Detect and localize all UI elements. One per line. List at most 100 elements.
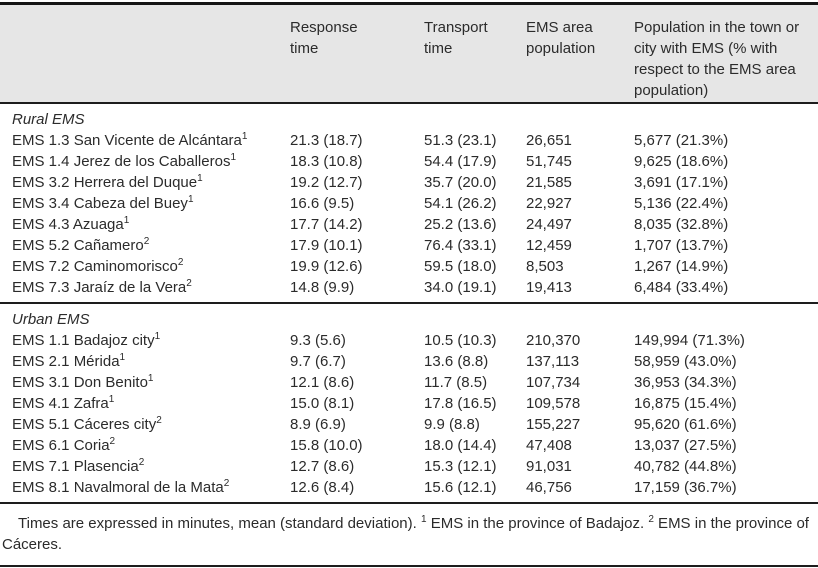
table-section: Rural EMS EMS 1.3 San Vicente de Alcántar… (0, 104, 818, 302)
town-population-cell: 8,035 (32.8%) (634, 216, 729, 233)
ems-name-cell: EMS 7.3 Jaraíz de la Vera2 (0, 277, 290, 298)
footnote-marker: 1 (123, 215, 130, 226)
footnote-main-text: Times are expressed in minutes, mean (st… (18, 515, 417, 532)
header-bottom-rule (0, 102, 818, 104)
footnote-marker: 2 (138, 457, 145, 468)
response-time-cell: 12.6 (8.4) (290, 479, 355, 496)
footnote-marker: 1 (119, 352, 126, 363)
ems-name: EMS 7.3 Jaraíz de la Vera (12, 279, 187, 296)
ems-area-population-cell: 155,227 (526, 416, 581, 433)
response-time-cell: 17.7 (14.2) (290, 216, 363, 233)
table-row: EMS 1.3 San Vicente de Alcántara1 21.3 (1… (0, 130, 818, 151)
transport-time-cell: 54.1 (26.2) (424, 195, 497, 212)
response-time-cell: 9.7 (6.7) (290, 353, 346, 370)
transport-time-cell: 11.7 (8.5) (424, 374, 488, 391)
footnote-marker-1: 1 (420, 514, 427, 525)
table-row: EMS 2.1 Mérida1 9.7 (6.7) 13.6 (8.8) 137,11… (0, 351, 818, 372)
table-row: EMS 8.1 Navalmoral de la Mata2 12.6 (8.4)… (0, 477, 818, 498)
top-rule (0, 2, 818, 5)
ems-name-cell: EMS 3.2 Herrera del Duque1 (0, 172, 290, 193)
footnote-marker: 2 (223, 478, 230, 489)
transport-time-cell: 59.5 (18.0) (424, 258, 497, 275)
transport-time-cell: 15.3 (12.1) (424, 458, 497, 475)
response-time-cell: 15.8 (10.0) (290, 437, 363, 454)
town-population-cell: 40,782 (44.8%) (634, 458, 737, 475)
table-row: EMS 4.3 Azuaga1 17.7 (14.2) 25.2 (13.6) 24,… (0, 214, 818, 235)
header-cell-ems-area-population: EMS area population (526, 17, 634, 102)
response-time-cell: 8.9 (6.9) (290, 416, 346, 433)
response-time-cell: 16.6 (9.5) (290, 195, 355, 212)
ems-name-cell: EMS 1.4 Jerez de los Caballeros1 (0, 151, 290, 172)
footnote-marker: 2 (177, 257, 184, 268)
transport-time-cell: 18.0 (14.4) (424, 437, 497, 454)
town-population-cell: 149,994 (71.3%) (634, 332, 745, 349)
ems-area-population-cell: 109,578 (526, 395, 581, 412)
response-time-cell: 18.3 (10.8) (290, 153, 363, 170)
footnote-marker: 1 (108, 394, 115, 405)
header-cell-population-town: Population in the town or city with EMS … (634, 17, 818, 102)
footnote-marker: 1 (241, 131, 248, 142)
ems-area-population-cell: 8,503 (526, 258, 564, 275)
town-population-cell: 3,691 (17.1%) (634, 174, 729, 191)
header-label: Population in the town or city with EMS … (634, 19, 800, 99)
footnote-marker: 1 (197, 173, 203, 184)
ems-name: EMS 1.1 Badajoz city (12, 332, 155, 349)
town-population-cell: 5,677 (21.3%) (634, 132, 729, 149)
town-population-cell: 5,136 (22.4%) (634, 195, 729, 212)
section-label: Urban EMS (12, 311, 90, 328)
table-row: EMS 6.1 Coria2 15.8 (10.0) 18.0 (14.4) 47,4… (0, 435, 818, 456)
ems-area-population-cell: 137,113 (526, 353, 580, 370)
ems-name: EMS 8.1 Navalmoral de la Mata (12, 479, 224, 496)
ems-name: EMS 6.1 Coria (12, 437, 110, 454)
ems-name: EMS 5.2 Cañamero (12, 237, 144, 254)
table-row: EMS 7.2 Caminomorisco2 19.9 (12.6) 59.5 (1… (0, 256, 818, 277)
footnote-marker: 1 (147, 373, 154, 384)
footnote-marker: 2 (186, 278, 192, 289)
ems-name: EMS 1.3 San Vicente de Alcántara (12, 132, 242, 149)
ems-name: EMS 4.3 Azuaga (12, 216, 124, 233)
table-footnote: Times are expressed in minutes, mean (st… (2, 504, 814, 565)
header-cell-empty (0, 17, 290, 102)
footnote-marker: 1 (187, 194, 194, 205)
table-row: EMS 5.2 Cañamero2 17.9 (10.1) 76.4 (33.1) 1… (0, 235, 818, 256)
ems-area-population-cell: 51,745 (526, 153, 572, 170)
ems-name-cell: EMS 5.1 Cáceres city2 (0, 414, 290, 435)
ems-name: EMS 3.2 Herrera del Duque (12, 174, 198, 191)
table-row: EMS 1.4 Jerez de los Caballeros1 18.3 (10… (0, 151, 818, 172)
ems-area-population-cell: 107,734 (526, 374, 581, 391)
ems-name-cell: EMS 1.3 San Vicente de Alcántara1 (0, 130, 290, 151)
transport-time-cell: 17.8 (16.5) (424, 395, 497, 412)
transport-time-cell: 35.7 (20.0) (424, 174, 497, 191)
response-time-cell: 17.9 (10.1) (290, 237, 363, 254)
response-time-cell: 19.2 (12.7) (290, 174, 363, 191)
transport-time-cell: 9.9 (8.8) (424, 416, 480, 433)
transport-time-cell: 51.3 (23.1) (424, 132, 497, 149)
table-row: EMS 3.2 Herrera del Duque1 19.2 (12.7) 35.… (0, 172, 818, 193)
footnote-marker: 2 (109, 436, 116, 447)
transport-time-cell: 54.4 (17.9) (424, 153, 497, 170)
transport-time-cell: 25.2 (13.6) (424, 216, 497, 233)
ems-name: EMS 5.1 Cáceres city (12, 416, 157, 433)
ems-area-population-cell: 12,459 (526, 237, 572, 254)
ems-name-cell: EMS 5.2 Cañamero2 (0, 235, 290, 256)
table-row: EMS 1.1 Badajoz city1 9.3 (5.6) 10.5 (10.3… (0, 330, 818, 351)
table-row: EMS 3.4 Cabeza del Buey1 16.6 (9.5) 54.1 (… (0, 193, 818, 214)
ems-name-cell: EMS 7.2 Caminomorisco2 (0, 256, 290, 277)
ems-area-population-cell: 210,370 (526, 332, 581, 349)
ems-name: EMS 3.1 Don Benito (12, 374, 148, 391)
header-cell-response-time: Response time (290, 17, 424, 102)
footnote-marker: 2 (143, 236, 150, 247)
ems-name-cell: EMS 3.1 Don Benito1 (0, 372, 290, 393)
ems-area-population-cell: 47,408 (526, 437, 572, 454)
table-row: EMS 4.1 Zafra1 15.0 (8.1) 17.8 (16.5) 109,5… (0, 393, 818, 414)
ems-name-cell: EMS 4.3 Azuaga1 (0, 214, 290, 235)
ems-area-population-cell: 46,756 (526, 479, 572, 496)
ems-area-population-cell: 19,413 (526, 279, 572, 296)
ems-name-cell: EMS 7.1 Plasencia2 (0, 456, 290, 477)
ems-name: EMS 4.1 Zafra (12, 395, 109, 412)
town-population-cell: 9,625 (18.6%) (634, 153, 729, 170)
ems-area-population-cell: 21,585 (526, 174, 572, 191)
table-row: EMS 5.1 Cáceres city2 8.9 (6.9) 9.9 (8.8) 1… (0, 414, 818, 435)
ems-name-cell: EMS 2.1 Mérida1 (0, 351, 290, 372)
